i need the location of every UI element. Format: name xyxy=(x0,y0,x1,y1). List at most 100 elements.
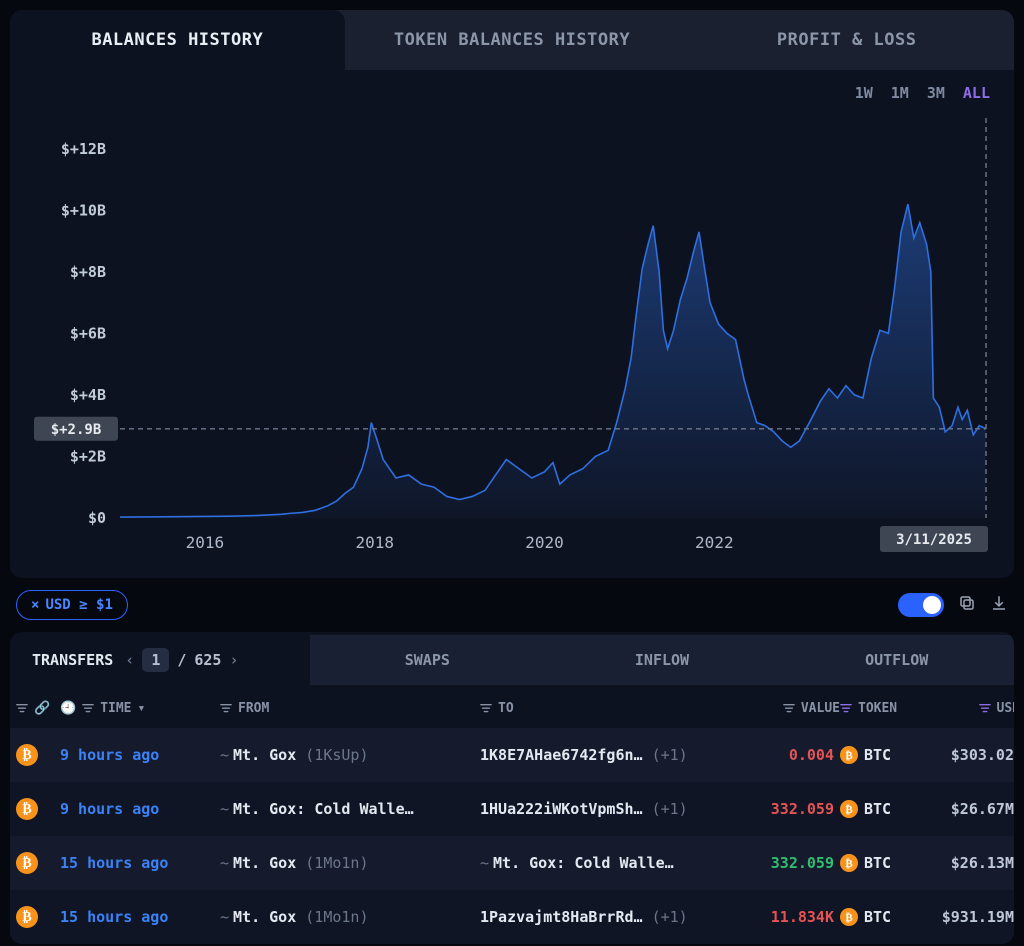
filter-icon[interactable] xyxy=(220,703,232,713)
col-to-label: TO xyxy=(498,701,514,716)
svg-text:2016: 2016 xyxy=(186,533,225,552)
col-value[interactable]: VALUE xyxy=(750,701,840,716)
range-1w[interactable]: 1W xyxy=(855,84,873,102)
col-time-label: TIME xyxy=(100,701,131,716)
table-row[interactable]: ₿ 9 hours ago ~Mt. Gox (1KsUp) 1K8E7AHae… xyxy=(10,728,1014,782)
svg-text:$+4B: $+4B xyxy=(70,386,106,404)
svg-text:$+6B: $+6B xyxy=(70,324,106,342)
range-all[interactable]: ALL xyxy=(963,84,990,102)
table-row[interactable]: ₿ 15 hours ago ~Mt. Gox (1Mo1n) ~Mt. Gox… xyxy=(10,836,1014,890)
filter-icon[interactable] xyxy=(480,703,492,713)
row-to[interactable]: 1K8E7AHae6742fg6n… (+1) xyxy=(480,746,750,764)
filter-icon[interactable] xyxy=(979,703,991,713)
filter-icon[interactable] xyxy=(82,703,94,713)
col-token[interactable]: TOKEN xyxy=(840,701,930,716)
tab-token-balances-history[interactable]: TOKEN BALANCES HISTORY xyxy=(345,10,680,70)
svg-text:$+8B: $+8B xyxy=(70,263,106,281)
page-current: 1 xyxy=(142,648,169,672)
page-total: 625 xyxy=(194,651,221,669)
row-time[interactable]: 9 hours ago xyxy=(60,800,220,818)
filter-icon[interactable] xyxy=(783,703,795,713)
toggle-switch[interactable] xyxy=(898,593,944,617)
table-row[interactable]: ₿ 15 hours ago ~Mt. Gox (1Mo1n) 1Pazvajm… xyxy=(10,890,1014,944)
range-1m[interactable]: 1M xyxy=(891,84,909,102)
row-coin-icon: ₿ xyxy=(16,798,60,820)
download-icon[interactable] xyxy=(990,594,1008,616)
svg-text:$+2.9B: $+2.9B xyxy=(51,422,102,438)
copy-icon[interactable] xyxy=(958,594,976,616)
tab-inflow[interactable]: INFLOW xyxy=(545,635,780,685)
row-from[interactable]: ~Mt. Gox (1KsUp) xyxy=(220,746,480,764)
tab-balances-history[interactable]: BALANCES HISTORY xyxy=(10,10,345,70)
range-picker: 1W 1M 3M ALL xyxy=(855,84,990,102)
link-icon[interactable]: 🔗 xyxy=(34,701,50,716)
table-head: 🔗 🕘 TIME ▾ FROM TO VALUE TOKEN USD xyxy=(10,688,1014,728)
col-icons: 🔗 xyxy=(16,701,60,716)
row-from[interactable]: ~Mt. Gox: Cold Walle… xyxy=(220,800,480,818)
row-to[interactable]: 1Pazvajmt8HaBrrRd… (+1) xyxy=(480,908,750,926)
row-token: ₿BTC xyxy=(840,800,930,818)
tab-transfers-label: TRANSFERS xyxy=(32,651,113,669)
row-token: ₿BTC xyxy=(840,854,930,872)
tab-transfers[interactable]: TRANSFERS ‹ 1 / 625 › xyxy=(10,632,310,688)
row-value: 11.834K xyxy=(750,908,840,926)
row-coin-icon: ₿ xyxy=(16,852,60,874)
tab-swaps[interactable]: SWAPS xyxy=(310,635,545,685)
svg-text:3/11/2025: 3/11/2025 xyxy=(896,532,972,548)
filter-icon[interactable] xyxy=(840,703,852,713)
svg-text:2018: 2018 xyxy=(355,533,394,552)
col-usd[interactable]: USD xyxy=(930,701,1014,716)
pager: ‹ 1 / 625 › xyxy=(125,648,238,672)
row-usd: $26.67M xyxy=(930,800,1014,818)
row-usd: $26.13M xyxy=(930,854,1014,872)
row-to[interactable]: 1HUa222iWKotVpmSh… (+1) xyxy=(480,800,750,818)
svg-text:$0: $0 xyxy=(88,509,106,527)
filter-icon[interactable] xyxy=(16,703,28,713)
row-value: 332.059 xyxy=(750,854,840,872)
table-row[interactable]: ₿ 9 hours ago ~Mt. Gox: Cold Walle… 1HUa… xyxy=(10,782,1014,836)
filters-row: × USD ≥ $1 xyxy=(10,578,1014,632)
row-from[interactable]: ~Mt. Gox (1Mo1n) xyxy=(220,908,480,926)
row-value: 0.004 xyxy=(750,746,840,764)
chart-area: 1W 1M 3M ALL $0$+2B$+4B$+6B$+8B$+10B$+12… xyxy=(10,70,1014,578)
col-usd-label: USD xyxy=(997,701,1014,716)
svg-text:$+2B: $+2B xyxy=(70,447,106,465)
right-controls xyxy=(898,593,1008,617)
balance-history-panel: BALANCES HISTORY TOKEN BALANCES HISTORY … xyxy=(10,10,1014,578)
tab-outflow[interactable]: OUTFLOW xyxy=(779,635,1014,685)
page-prev[interactable]: ‹ xyxy=(125,651,134,669)
range-3m[interactable]: 3M xyxy=(927,84,945,102)
col-from-label: FROM xyxy=(238,701,269,716)
col-from[interactable]: FROM xyxy=(220,701,480,716)
clock-icon: 🕘 xyxy=(60,701,76,716)
svg-text:$+10B: $+10B xyxy=(61,201,106,219)
page-sep: / xyxy=(177,651,186,669)
col-token-label: TOKEN xyxy=(858,701,897,716)
tab-profit-and-loss[interactable]: PROFIT & LOSS xyxy=(679,10,1014,70)
page-next[interactable]: › xyxy=(229,651,238,669)
row-token: ₿BTC xyxy=(840,908,930,926)
row-usd: $303.02 xyxy=(930,746,1014,764)
row-time[interactable]: 15 hours ago xyxy=(60,854,220,872)
tab-strip: BALANCES HISTORY TOKEN BALANCES HISTORY … xyxy=(10,10,1014,70)
filter-pill-usd[interactable]: × USD ≥ $1 xyxy=(16,590,128,620)
row-value: 332.059 xyxy=(750,800,840,818)
svg-text:2022: 2022 xyxy=(695,533,734,552)
balance-history-chart[interactable]: $0$+2B$+4B$+6B$+8B$+10B$+12B201620182020… xyxy=(20,80,996,560)
col-value-label: VALUE xyxy=(801,701,840,716)
sort-desc-icon[interactable]: ▾ xyxy=(138,701,146,716)
col-to[interactable]: TO xyxy=(480,701,750,716)
col-time[interactable]: 🕘 TIME ▾ xyxy=(60,701,220,716)
transfers-panel: TRANSFERS ‹ 1 / 625 › SWAPS INFLOW OUTFL… xyxy=(10,632,1014,944)
row-usd: $931.19M xyxy=(930,908,1014,926)
svg-text:2020: 2020 xyxy=(525,533,564,552)
row-to[interactable]: ~Mt. Gox: Cold Walle… xyxy=(480,854,750,872)
row-token: ₿BTC xyxy=(840,746,930,764)
row-time[interactable]: 9 hours ago xyxy=(60,746,220,764)
row-coin-icon: ₿ xyxy=(16,744,60,766)
table-tabs: TRANSFERS ‹ 1 / 625 › SWAPS INFLOW OUTFL… xyxy=(10,632,1014,688)
table-body: ₿ 9 hours ago ~Mt. Gox (1KsUp) 1K8E7AHae… xyxy=(10,728,1014,944)
row-from[interactable]: ~Mt. Gox (1Mo1n) xyxy=(220,854,480,872)
pill-close-icon[interactable]: × xyxy=(31,597,39,613)
row-time[interactable]: 15 hours ago xyxy=(60,908,220,926)
